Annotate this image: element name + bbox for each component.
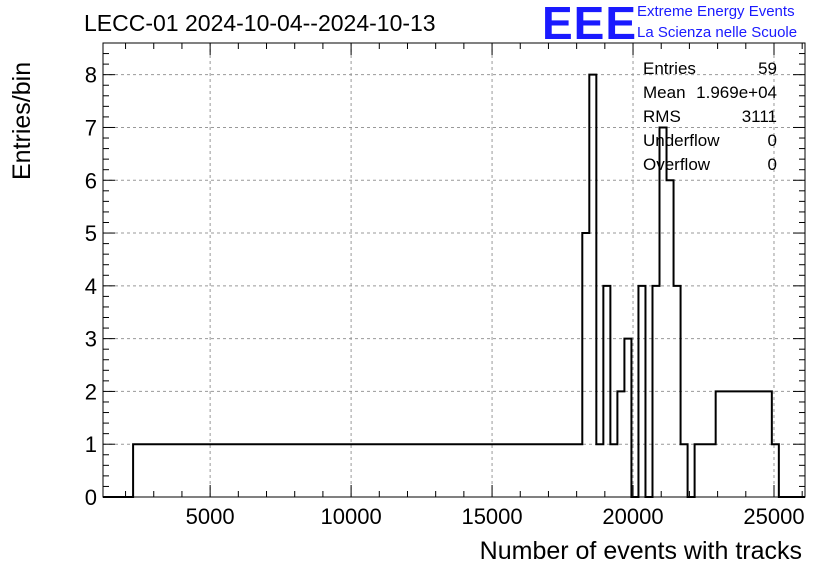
y-tick-label: 8 — [85, 63, 97, 88]
y-tick-label: 5 — [85, 221, 97, 246]
eee-logo-mark: EEE — [542, 0, 638, 49]
stat-rms-label: RMS — [643, 107, 681, 126]
stats-box: Entries 59 Mean 1.969e+04 RMS 3111 Under… — [641, 59, 781, 179]
histogram-bin — [533, 444, 540, 497]
stat-underflow: Underflow 0 — [641, 131, 781, 155]
y-axis-label: Entries/bin — [8, 61, 36, 180]
x-tick-label: 25000 — [743, 504, 804, 529]
x-tick-label: 20000 — [602, 504, 663, 529]
histogram-bin — [681, 444, 688, 497]
logo-line-2: La Scienza nelle Scuole — [637, 24, 798, 41]
histogram-bin — [582, 233, 589, 497]
stat-mean-value: 1.969e+04 — [696, 83, 777, 102]
stat-rms-value: 3111 — [741, 107, 777, 126]
x-tick-label: 10000 — [321, 504, 382, 529]
x-tick-label: 15000 — [461, 504, 522, 529]
stat-overflow: Overflow 0 — [641, 155, 781, 179]
histogram-bin — [624, 339, 631, 497]
stat-entries: Entries 59 — [641, 59, 781, 83]
y-tick-label: 2 — [85, 379, 97, 404]
histogram-bin — [133, 444, 140, 497]
logo-line-1: Extreme Energy Events — [637, 3, 795, 20]
histogram-bin — [695, 444, 702, 497]
stat-entries-value: 59 — [758, 59, 777, 78]
histogram-bin — [407, 444, 414, 497]
y-tick-label: 3 — [85, 327, 97, 352]
histogram-bin — [610, 444, 617, 497]
plot-frame — [102, 42, 806, 498]
y-tick-label: 0 — [85, 485, 97, 510]
y-tick-label: 6 — [85, 168, 97, 193]
y-tick-label: 4 — [85, 274, 97, 299]
stat-mean: Mean 1.969e+04 — [641, 83, 781, 107]
x-axis-label: Number of events with tracks — [479, 537, 802, 565]
histogram-bin — [575, 444, 582, 497]
stat-overflow-label: Overflow — [643, 155, 711, 174]
histogram-bin — [772, 444, 779, 497]
y-tick-label: 1 — [85, 432, 97, 457]
histogram-bin — [660, 127, 667, 497]
stat-rms: RMS 3111 — [641, 107, 781, 131]
stat-underflow-value: 0 — [767, 131, 777, 150]
stat-underflow-label: Underflow — [643, 131, 720, 150]
chart-title: LECC-01 2024-10-04--2024-10-13 — [84, 10, 436, 36]
stat-overflow-value: 0 — [767, 155, 777, 174]
stat-entries-label: Entries — [643, 59, 696, 78]
histogram-bin — [596, 444, 603, 497]
x-tick-label: 5000 — [186, 504, 235, 529]
stat-mean-label: Mean — [643, 83, 686, 102]
y-tick-label: 7 — [85, 115, 97, 140]
histogram-bin — [386, 444, 393, 497]
